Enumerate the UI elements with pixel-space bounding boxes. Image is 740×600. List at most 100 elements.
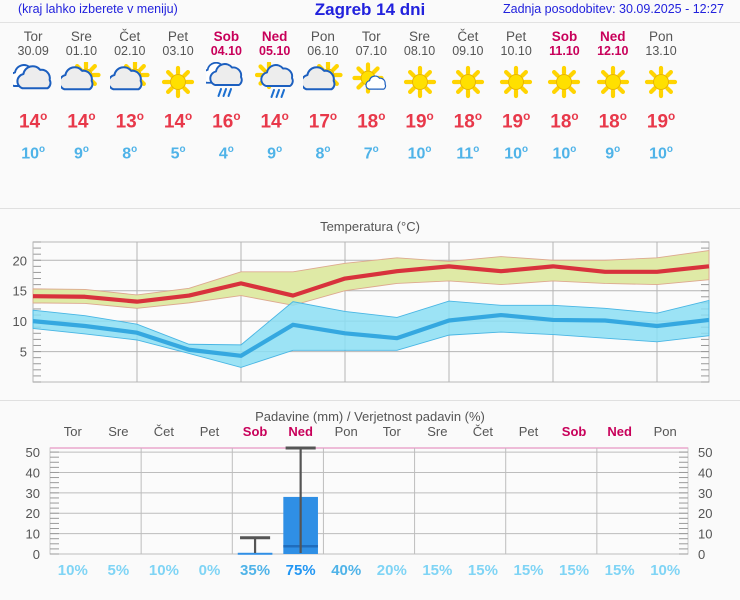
day-column-11[interactable]: Sob 11.10 18o 10o: [538, 23, 590, 168]
header-divider: [0, 22, 740, 23]
temp-max: 14o: [163, 110, 193, 133]
precip-probability: 40%: [331, 562, 362, 579]
precipitation-probability-row: 10% 5% 10% 0% 35% 75% 40% 20% 15% 15% 15% 15% 15% 10%: [0, 562, 740, 584]
precip-probability: 15%: [513, 562, 544, 579]
precip-day-label: Pet: [518, 424, 539, 439]
precipitation-chart: Padavine (mm) / Verjetnost padavin (%) T…: [0, 401, 740, 584]
temp-max: 18o: [550, 110, 579, 133]
svg-text:20: 20: [698, 506, 712, 521]
temp-max: 19o: [646, 110, 676, 133]
precip-probability: 15%: [604, 562, 635, 579]
precip-probability: 15%: [559, 562, 590, 579]
day-column-8[interactable]: Sre 08.10 19o 10o: [394, 23, 446, 168]
temp-max: 14o: [18, 110, 48, 133]
day-column-6[interactable]: Pon 06.10 17o 8o: [297, 23, 349, 168]
page-title[interactable]: Zagreb 14 dni: [314, 0, 426, 19]
day-column-9[interactable]: Čet 09.10 18o 11o: [442, 23, 494, 168]
chart-divider: [0, 400, 740, 401]
day-name: Čet: [457, 29, 479, 44]
precip-probability: 10%: [57, 562, 88, 579]
svg-text:5: 5: [20, 345, 27, 360]
day-date: 03.10: [162, 44, 194, 58]
precip-day-label: Čet: [153, 424, 175, 439]
temperature-chart-title: Temperatura (°C): [320, 219, 420, 234]
day-column-3[interactable]: Pet 03.10 14o 5o: [152, 23, 204, 168]
precipitation-plot: 0 0 10 10 20 20 30 30 40 40 50 50: [26, 445, 713, 562]
sunny-icon: [490, 62, 542, 102]
precip-probability: 20%: [376, 562, 407, 579]
temp-max: 17o: [308, 110, 338, 133]
strip-divider: [0, 208, 740, 209]
sunny-icon: [152, 62, 204, 102]
precip-probability: 10%: [148, 562, 179, 579]
day-column-0[interactable]: Tor 30.09 14o 10o: [7, 23, 59, 168]
day-column-13[interactable]: Pon 13.10 19o 10o: [635, 23, 687, 168]
day-date: 07.10: [355, 44, 387, 58]
sunny-icon: [394, 62, 446, 102]
svg-text:10: 10: [26, 527, 40, 542]
svg-text:10: 10: [13, 314, 27, 329]
svg-text:30: 30: [26, 486, 40, 501]
precipitation-chart-title: Padavine (mm) / Verjetnost padavin (%): [255, 409, 485, 424]
sun-rain-icon: [249, 62, 301, 102]
day-column-10[interactable]: Pet 10.10 19o 10o: [490, 23, 542, 168]
daily-forecast-strip: Tor 30.09 14o 10o Sre 01.10 14o 9o Čet 02.10 13…: [0, 23, 740, 208]
day-column-5[interactable]: Ned 05.10 14o 9o: [249, 23, 301, 168]
sunny-icon: [635, 62, 687, 102]
day-date: 05.10: [259, 44, 291, 58]
temp-min: 10o: [649, 144, 673, 163]
svg-text:40: 40: [698, 465, 712, 480]
temp-max: 18o: [453, 110, 482, 133]
day-column-12[interactable]: Ned 12.10 18o 9o: [587, 23, 639, 168]
temp-min: 5o: [170, 144, 186, 163]
day-column-1[interactable]: Sre 01.10 14o 9o: [55, 23, 107, 168]
svg-text:10: 10: [698, 527, 712, 542]
temp-min: 9o: [73, 144, 89, 163]
svg-text:50: 50: [26, 445, 40, 460]
precip-day-label: Ned: [288, 424, 313, 439]
svg-text:20: 20: [26, 506, 40, 521]
day-column-4[interactable]: Sob 04.10 16o 4o: [200, 23, 252, 168]
day-column-7[interactable]: Tor 07.10 18o 7o: [345, 23, 397, 168]
day-name: Pon: [310, 29, 335, 44]
day-name: Pet: [167, 29, 189, 44]
day-name: Čet: [119, 29, 141, 44]
precip-probability: 15%: [422, 562, 453, 579]
temp-max: 18o: [357, 110, 386, 133]
temp-max: 16o: [212, 110, 241, 133]
day-date: 13.10: [645, 44, 677, 58]
svg-text:50: 50: [698, 445, 712, 460]
partly-sunny-icon: [297, 62, 349, 102]
temp-max: 18o: [598, 110, 627, 133]
precip-day-label: Sre: [108, 424, 129, 439]
day-date: 09.10: [452, 44, 484, 58]
precip-day-label: Čet: [472, 424, 494, 439]
temp-min: 10o: [504, 144, 529, 163]
day-date: 02.10: [114, 44, 146, 58]
svg-text:20: 20: [13, 253, 27, 268]
temp-max: 14o: [67, 110, 96, 133]
precip-probability: 10%: [650, 562, 681, 579]
precipitation-day-labels: Tor Sre Čet Pet Sob Ned Pon Tor Sre Čet Pet Sob Ned P…: [0, 424, 740, 442]
temp-min: 8o: [315, 144, 331, 163]
temp-min: 7o: [363, 144, 379, 163]
day-name: Sre: [409, 29, 431, 44]
temp-min: 10o: [552, 144, 577, 163]
day-date: 10.10: [500, 44, 532, 58]
day-column-2[interactable]: Čet 02.10 13o 8o: [104, 23, 156, 168]
temp-max: 19o: [501, 110, 531, 133]
temp-max: 19o: [405, 110, 434, 133]
day-date: 08.10: [403, 44, 436, 58]
day-name: Tor: [361, 29, 381, 44]
precip-probability: 35%: [240, 562, 271, 579]
temperature-plot: 5 10 15 20: [13, 241, 710, 383]
day-name: Ned: [599, 29, 626, 44]
temp-max: 14o: [260, 110, 289, 133]
svg-text:40: 40: [26, 465, 40, 480]
precip-day-label: Pet: [199, 424, 220, 439]
svg-text:30: 30: [698, 486, 712, 501]
day-date: 01.10: [65, 44, 98, 58]
precip-day-label: Ned: [607, 424, 632, 439]
temp-min: 4o: [218, 144, 234, 163]
